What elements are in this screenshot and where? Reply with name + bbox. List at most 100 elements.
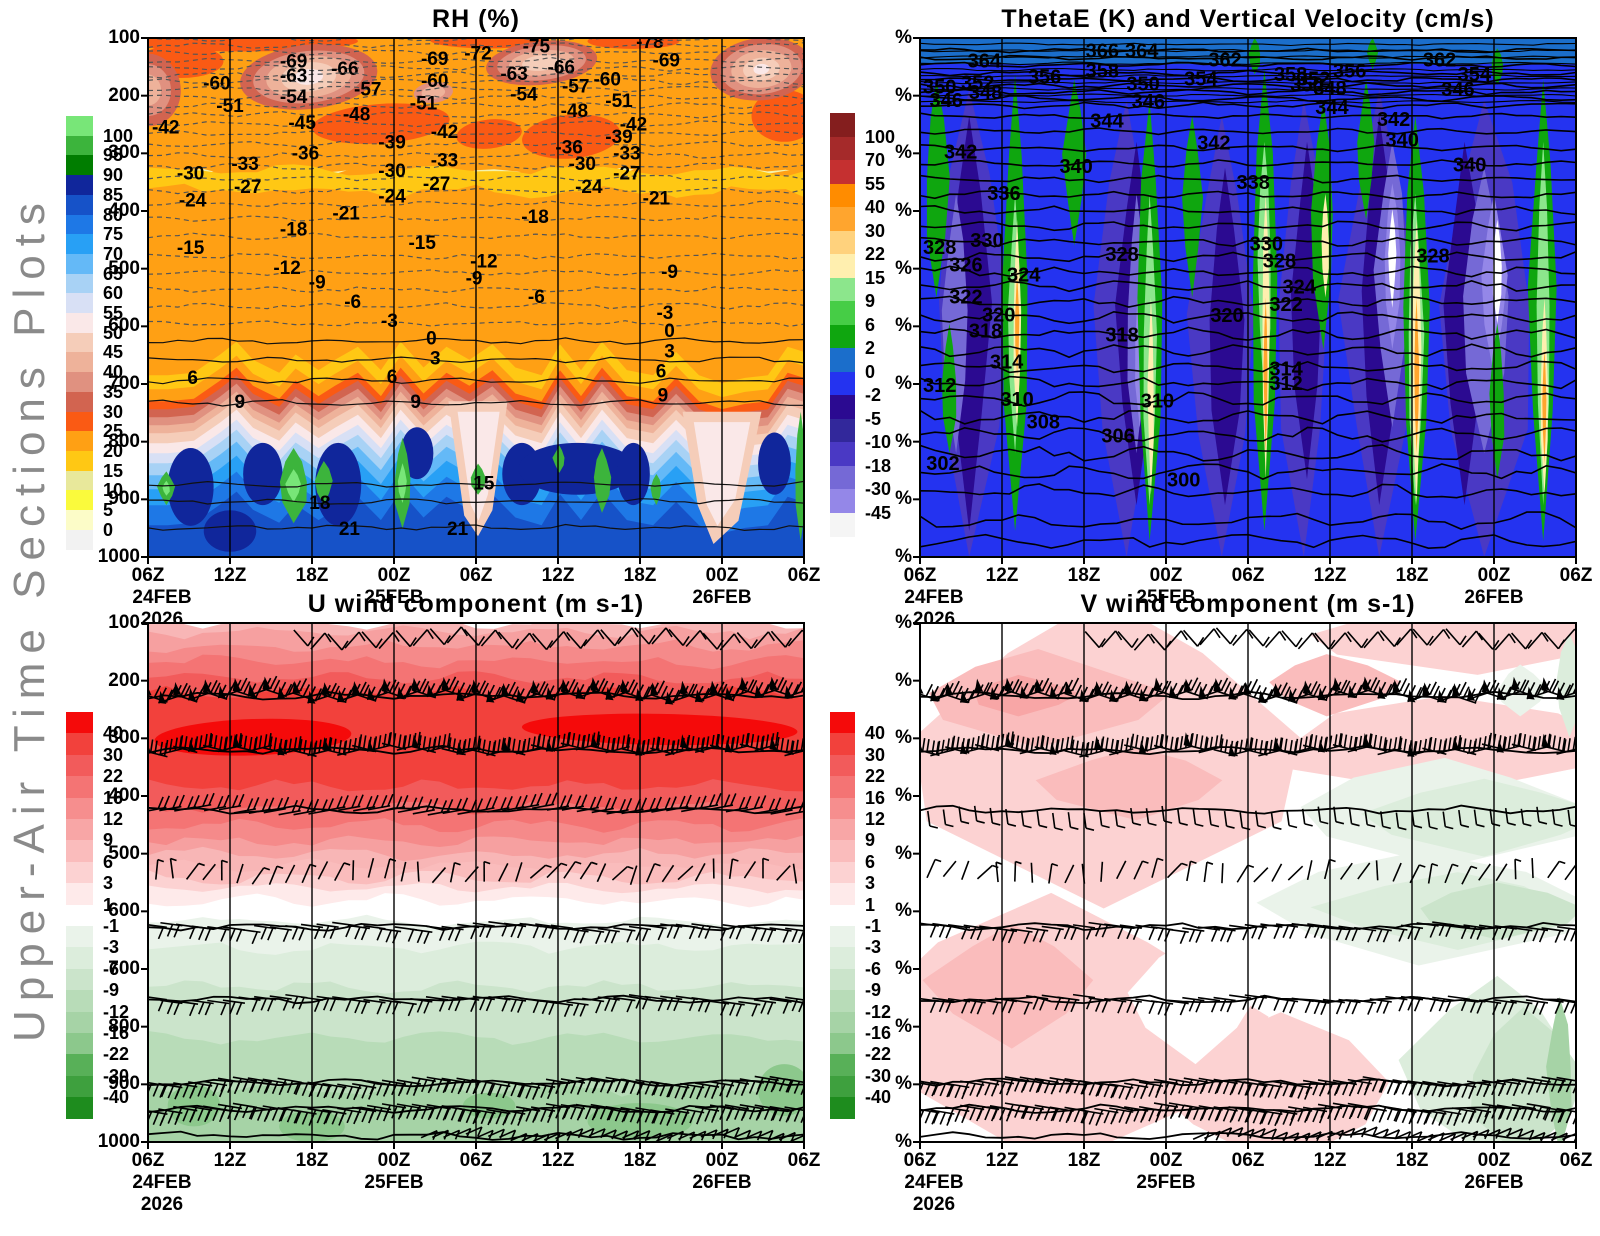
wind-barb-stroke [1491,823,1501,827]
wind-barb-stroke [1395,812,1400,828]
contour-line [148,77,804,86]
colorbar-label: 40 [103,723,124,744]
wind-barb-stroke [685,794,692,808]
wind-barb-stroke [369,1081,376,1095]
colorbar-swatch [66,990,93,1013]
contour-label: 0 [664,321,675,342]
wind-barb-stroke [442,734,447,748]
wind-barb-stroke [656,736,661,751]
wind-barb-stroke [995,861,1003,865]
contour-label: 362 [1423,49,1456,71]
wind-barb-stroke [518,1085,526,1098]
wind-barb-stroke [251,931,258,945]
wind-barb-stroke [660,685,668,699]
wind-barb-stroke [1133,1109,1140,1122]
wind-barb-stroke [406,1106,413,1119]
wind-barb-stroke [202,863,216,881]
wind-barb-stroke [932,1111,940,1124]
wind-barb-stroke [1001,999,1008,1013]
wind-barb-stroke [353,806,376,812]
wind-barb-stroke [989,1104,1015,1111]
wind-barb-stroke [621,1080,628,1094]
wind-barb-stroke [1126,1000,1133,1013]
contour-line [148,215,804,222]
wind-barb-stroke [625,734,630,748]
wind-barb-stroke [1533,683,1542,697]
contour-line [148,994,804,1005]
wind-barb-stroke [1507,735,1512,750]
wind-barb-pennant [1303,680,1312,694]
wind-barb-stroke [970,737,975,751]
wind-barb-stroke [644,1110,652,1123]
colorbar-label: 30 [103,744,124,765]
wind-barb-stroke [443,635,451,646]
wind-barb-pennant [1482,679,1490,693]
contour-fill-blob [522,54,562,71]
wind-barb-stroke [958,806,962,822]
contour-label: 350 [923,76,956,98]
wind-barb-stroke [1333,806,1337,822]
wind-barb-stroke [1565,1110,1573,1124]
wind-barb-stroke [1366,823,1376,828]
contour-line [920,1103,1576,1114]
colorbar-label: 12 [103,809,124,829]
colorbar-swatch [830,512,855,537]
colorbar-swatch [66,754,93,777]
wind-barb-stroke [715,793,722,806]
wind-barb-stroke [1563,684,1572,698]
wind-barb-stroke [532,1000,540,1014]
wind-barb-stroke [1063,926,1071,940]
wind-barb-stroke [1451,747,1477,756]
wind-barb-stroke [974,743,1000,752]
wind-barb-stroke [574,861,582,865]
contour-label: -30 [177,163,204,184]
wind-barb-stroke [159,741,164,756]
wind-barb-stroke [1377,1078,1402,1085]
wind-barb-stroke [1199,735,1204,749]
wind-barb-stroke [1393,637,1402,647]
colorbar-swatch [66,135,93,156]
wind-barb-stroke [776,677,785,690]
wind-barb-stroke [482,739,486,753]
contour-fill-region [285,469,301,503]
contour-fill-region [922,924,1094,1049]
wind-barb-stroke [674,1111,681,1124]
wind-barb-stroke [496,685,504,699]
colorbar-label: -2 [865,385,882,405]
contour-label: 3 [430,349,441,370]
wind-barb-stroke [1130,733,1135,747]
plot-field-uwind [148,623,804,1142]
wind-barb-stroke [282,929,290,942]
wind-barb-pennant [1034,678,1043,692]
wind-barb-stroke [1335,1081,1342,1095]
wind-barb-stroke [1544,1108,1551,1121]
wind-barb-stroke [1320,1002,1327,1015]
wind-barb-stroke [1114,630,1123,641]
wind-barb-stroke [1111,1085,1119,1098]
wind-barb-stroke [1304,823,1313,827]
wind-barb-stroke [294,1111,302,1124]
wind-barb-stroke [1273,748,1298,756]
wind-barb-pennant [1079,689,1088,703]
colorbar-label: 40 [865,197,886,217]
contour-label: 328 [1105,244,1138,266]
wind-barb-stroke [400,861,407,882]
wind-barb-stroke [248,1080,256,1094]
wind-barb-stroke [317,861,329,880]
wind-barb-stroke [354,1084,362,1098]
wind-barb-stroke [1244,1110,1251,1123]
wind-barb-stroke [1176,807,1181,824]
contour-fill-blob [758,432,791,495]
wind-barb-stroke [1387,682,1396,695]
wind-barb-stroke [1208,681,1217,695]
wind-barb-stroke [278,809,301,816]
contour-label: 352 [1297,68,1330,90]
colorbar-swatch [66,391,93,412]
contour-label: -39 [605,127,632,148]
wind-barb-stroke [1222,1109,1230,1122]
wind-barb-stroke [429,1078,436,1091]
wind-barb-stroke [148,1110,168,1115]
x-axis-date-label: 24FEB [904,587,964,608]
wind-barb-stroke [1029,681,1038,695]
wind-barb-stroke [680,1107,705,1114]
